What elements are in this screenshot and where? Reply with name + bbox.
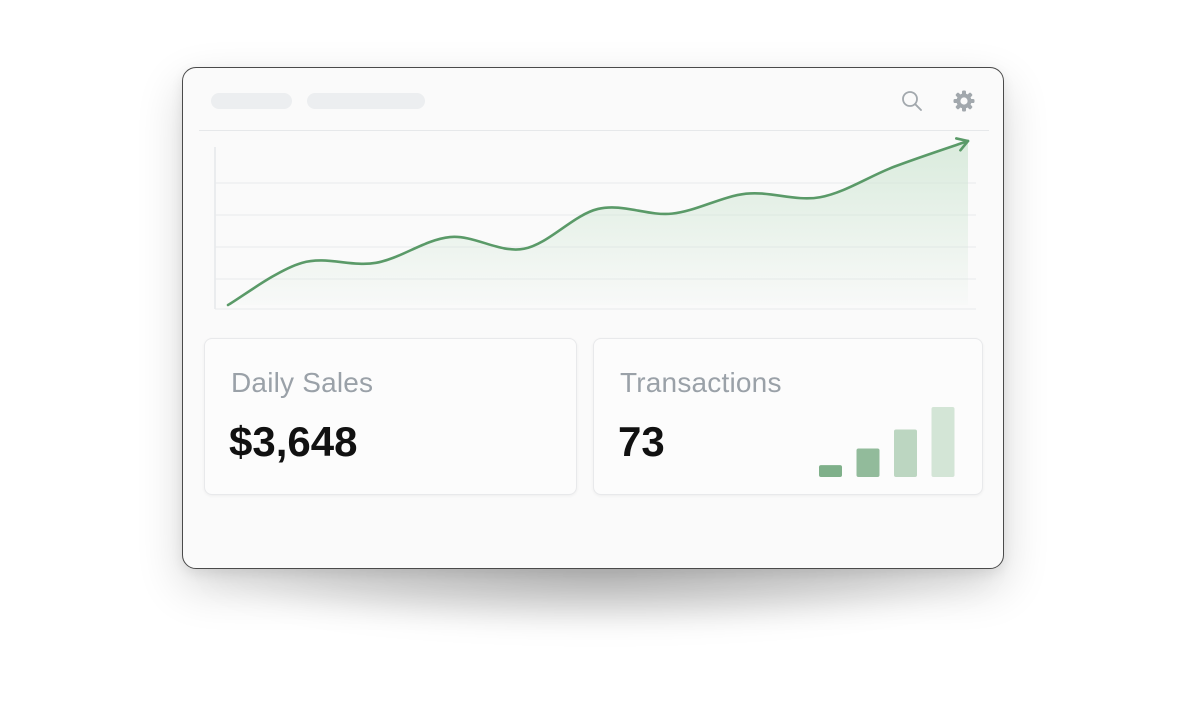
settings-button[interactable] — [951, 88, 977, 114]
mini-bar — [931, 407, 955, 477]
nav-placeholder-1[interactable] — [211, 93, 292, 109]
transactions-mini-bar-chart — [819, 407, 955, 477]
transactions-card[interactable]: Transactions 73 — [593, 338, 983, 495]
daily-sales-value: $3,648 — [229, 418, 358, 465]
mini-bar — [819, 465, 842, 477]
search-button[interactable] — [899, 88, 925, 114]
search-icon — [902, 91, 922, 111]
sales-line-chart — [214, 137, 976, 310]
daily-sales-card[interactable]: Daily Sales $3,648 — [204, 338, 577, 495]
toolbar — [183, 68, 1003, 130]
gear-icon — [953, 90, 975, 112]
dashboard-window: Daily Sales $3,648 Transactions 73 — [182, 67, 1004, 569]
transactions-value: 73 — [618, 418, 665, 465]
transactions-label: Transactions — [620, 367, 782, 398]
chart-area-fill — [228, 141, 968, 305]
trend-arrow-icon — [954, 137, 970, 152]
nav-placeholder-2[interactable] — [307, 93, 425, 109]
chart-line-series — [226, 139, 970, 307]
mini-bar — [894, 429, 917, 477]
daily-sales-label: Daily Sales — [231, 367, 374, 398]
mini-bar — [856, 448, 880, 477]
toolbar-divider — [199, 130, 989, 131]
